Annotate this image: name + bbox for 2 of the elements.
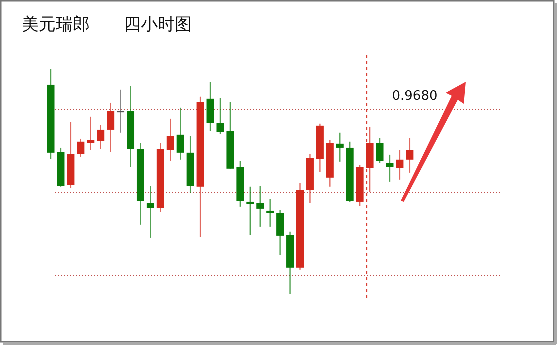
annotation: 0.9680 (392, 89, 438, 104)
chart-title: 美元瑞郎 四小时图 (22, 15, 192, 35)
